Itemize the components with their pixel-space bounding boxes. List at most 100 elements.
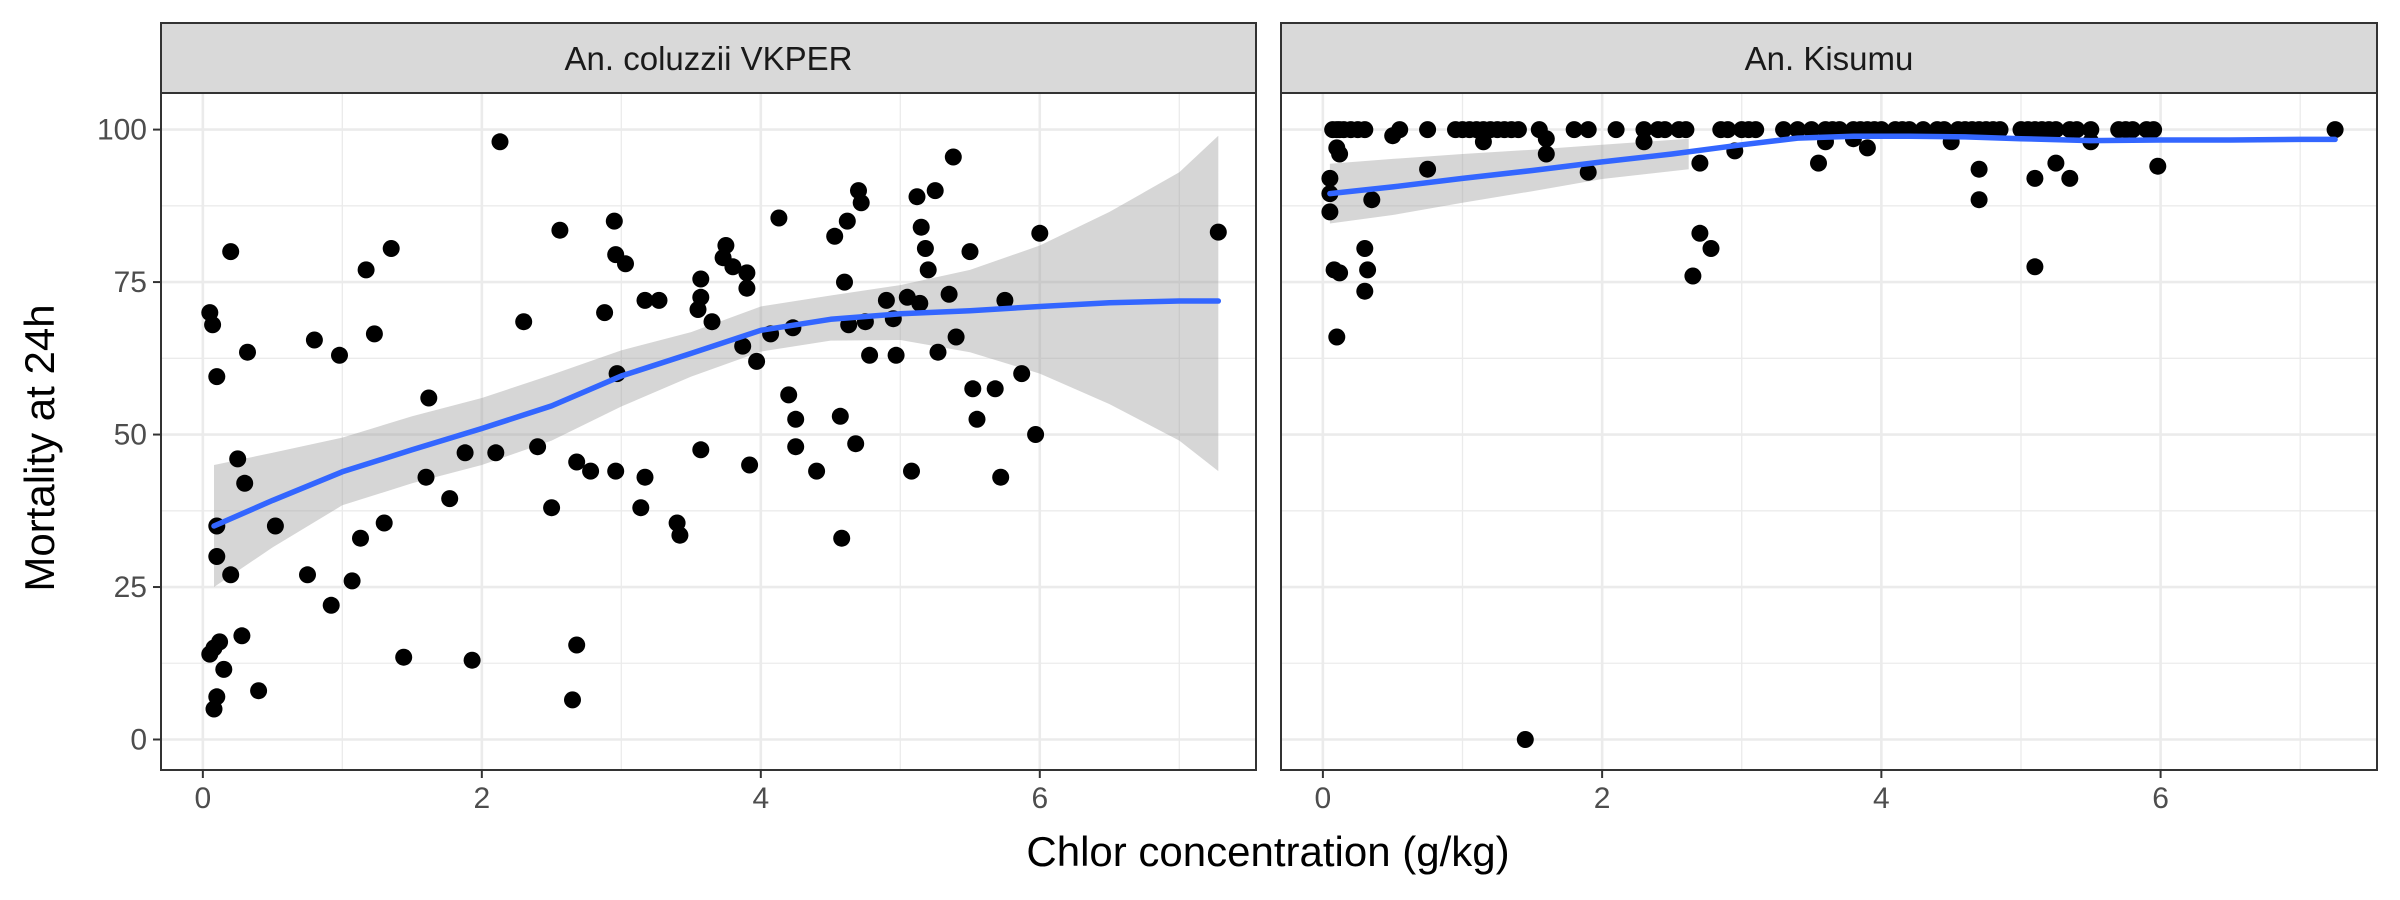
data-point (636, 291, 654, 309)
data-point (1702, 240, 1720, 257)
data-point (205, 700, 223, 718)
data-point (1419, 160, 1437, 178)
x-tick-label: 2 (1594, 782, 1611, 815)
data-point (568, 453, 586, 471)
data-point (738, 279, 756, 297)
data-point (1027, 426, 1045, 443)
data-point (650, 291, 668, 309)
panel-border (160, 92, 1257, 771)
data-point (1031, 224, 1049, 242)
data-point (605, 212, 623, 230)
data-point (916, 240, 934, 257)
data-point (211, 633, 229, 651)
data-point (2068, 121, 2086, 139)
data-point (250, 682, 268, 700)
data-point (2082, 121, 2100, 139)
data-point (1970, 160, 1988, 178)
data-point (940, 285, 958, 303)
data-point (1359, 261, 1377, 279)
data-point (1331, 145, 1349, 163)
data-point (1356, 282, 1374, 300)
data-point (1691, 224, 1709, 242)
confidence-ribbon (214, 135, 1219, 587)
data-point (741, 456, 759, 474)
data-point (912, 218, 930, 236)
data-point (826, 227, 844, 245)
data-point (208, 548, 226, 565)
data-points (201, 133, 1227, 718)
data-point (1677, 121, 1695, 139)
data-point (1537, 145, 1555, 163)
data-point (1719, 121, 1737, 139)
data-point (717, 237, 735, 254)
data-point (919, 261, 937, 279)
data-point (1607, 121, 1625, 139)
y-tick-label: 50 (114, 419, 147, 452)
y-tick-label: 75 (114, 266, 147, 299)
data-point (357, 261, 375, 279)
data-point (738, 264, 756, 282)
data-point (487, 444, 505, 462)
y-axis-title: Mortality at 24h (16, 304, 63, 591)
data-point (1384, 127, 1402, 145)
data-point (305, 331, 323, 349)
x-tick-label: 4 (752, 782, 769, 815)
data-point (2149, 157, 2167, 175)
data-point (908, 188, 926, 206)
data-point (2026, 258, 2044, 276)
data-point (929, 343, 947, 361)
data-point (947, 328, 965, 346)
y-tick-label: 25 (114, 571, 147, 604)
data-point (838, 212, 856, 230)
smooth-trend-line (211, 298, 1222, 529)
data-point (1810, 154, 1827, 172)
x-axis-title: Chlor concentration (g/kg) (1026, 828, 1509, 875)
data-point (703, 313, 721, 331)
data-point (266, 517, 284, 535)
data-point (420, 389, 438, 407)
data-point (2047, 154, 2065, 172)
data-point (1321, 169, 1339, 187)
x-tick-label: 4 (1873, 782, 1890, 815)
data-point (2124, 121, 2142, 139)
data-point (833, 529, 851, 547)
data-point (944, 148, 962, 166)
data-point (1803, 121, 1820, 139)
data-point (770, 209, 788, 227)
data-point (352, 529, 369, 547)
data-point (887, 346, 905, 364)
data-point (2047, 121, 2065, 139)
data-point (1516, 731, 1534, 748)
data-point (322, 596, 340, 614)
data-point (208, 368, 226, 386)
data-point (2026, 169, 2044, 187)
data-point (233, 627, 251, 645)
data-point (2061, 169, 2079, 187)
data-point (903, 462, 920, 480)
data-point (215, 660, 233, 678)
data-point (836, 273, 853, 291)
data-point (968, 410, 986, 428)
data-point (617, 255, 634, 273)
data-point (1991, 121, 2009, 139)
data-point (692, 288, 710, 306)
data-point (568, 636, 586, 654)
y-tick-label: 100 (97, 114, 147, 147)
data-point (365, 325, 383, 343)
data-point (331, 346, 348, 364)
data-point (596, 304, 614, 322)
data-point (395, 648, 413, 666)
data-point (204, 316, 222, 334)
data-point (2145, 121, 2163, 139)
data-point (724, 258, 742, 276)
data-point (1747, 121, 1765, 139)
data-point (961, 243, 979, 261)
data-point (1356, 240, 1374, 257)
data-point (692, 270, 710, 288)
data-point (926, 182, 944, 200)
data-point (1509, 121, 1527, 139)
facet-strip (1280, 22, 2378, 94)
data-point (911, 294, 929, 312)
data-point (1831, 121, 1848, 139)
